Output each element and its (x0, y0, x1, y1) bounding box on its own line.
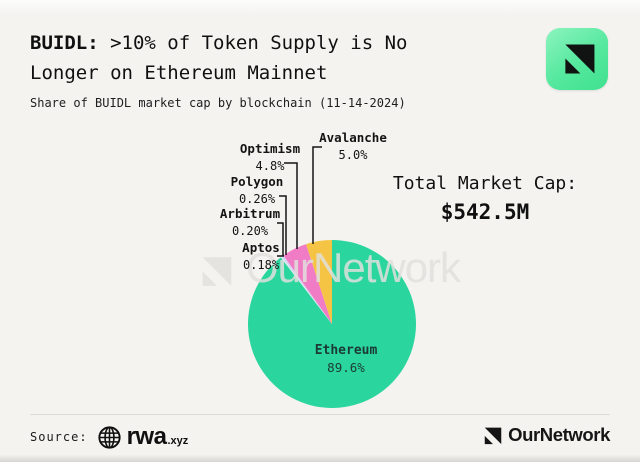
title-text: >10% of Token Supply is No Longer on Eth… (30, 32, 408, 84)
page-title: BUIDL: >10% of Token Supply is No Longer… (30, 28, 470, 88)
brand-name: OurNetwork (508, 424, 610, 445)
slice-label-avalanche: Avalanche 5.0% (319, 130, 387, 162)
source-name: rwa (126, 423, 167, 450)
rwa-xyz-logo[interactable]: rwa .xyz (96, 423, 189, 451)
slice-label-arbitrum: Arbitrum 0.20% (219, 206, 281, 238)
slice-label-ethereum: Ethereum 89.6% (314, 343, 378, 375)
source-tld: .xyz (167, 435, 189, 447)
source-label: Source: (30, 430, 88, 444)
ournetwork-brand[interactable]: OurNetwork (482, 424, 610, 446)
slice-label-polygon: Polygon 0.26% (230, 174, 284, 206)
source-attribution: Source: rwa .xyz (30, 422, 188, 452)
slice-label-optimism: Optimism 4.8% (239, 141, 301, 173)
total-market-cap-value: $542.5M (440, 200, 530, 224)
ournetwork-logo-icon (565, 44, 595, 74)
total-market-cap: Total Market Cap: $542.5M (385, 173, 585, 224)
title-ticker: BUIDL: (30, 32, 99, 54)
slice-label-aptos: Aptos 0.18% (242, 240, 280, 272)
header: BUIDL: >10% of Token Supply is No Longer… (30, 28, 530, 110)
footer-divider (30, 414, 610, 415)
globe-icon (97, 425, 121, 449)
ournetwork-footer-icon (484, 427, 502, 445)
total-market-cap-label: Total Market Cap: (392, 173, 578, 194)
ournetwork-logo-badge (546, 28, 608, 90)
chart-subtitle: Share of BUIDL market cap by blockchain … (30, 96, 406, 110)
